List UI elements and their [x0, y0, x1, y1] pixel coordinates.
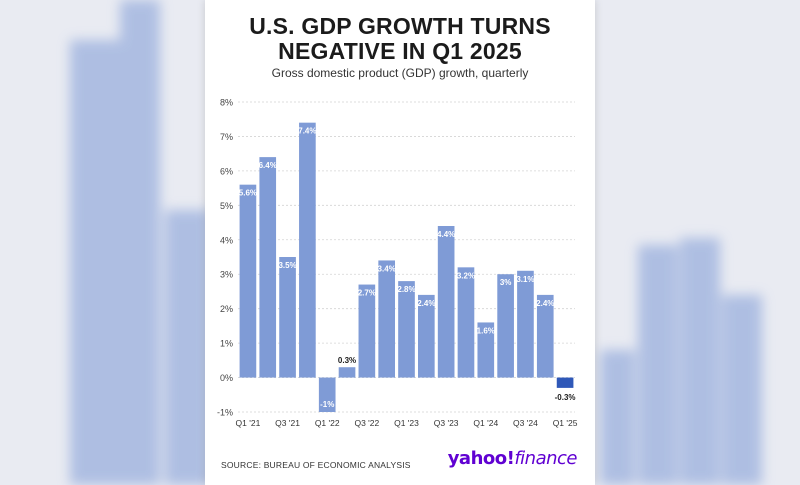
bar: [457, 267, 475, 378]
data-label: 3.4%: [378, 264, 396, 273]
x-tick-label: Q3 '23: [434, 418, 459, 428]
data-label: 1.6%: [477, 326, 495, 335]
background-bar: [70, 40, 120, 485]
data-label: 2.4%: [417, 299, 435, 308]
bar: [279, 257, 296, 378]
y-tick-label: 1%: [220, 339, 233, 349]
data-label: 2.7%: [358, 289, 376, 298]
x-tick-label: Q3 '21: [275, 418, 300, 428]
y-tick-label: -1%: [217, 408, 233, 418]
x-tick-label: Q3 '24: [513, 418, 538, 428]
data-label: 2.8%: [397, 285, 415, 294]
x-tick-label: Q1 '21: [236, 418, 261, 428]
bar: [556, 377, 574, 388]
background-bar: [600, 350, 635, 485]
data-label: 3.1%: [516, 275, 534, 284]
data-label: 2.4%: [536, 299, 554, 308]
chart-card: U.S. GDP GROWTH TURNS NEGATIVE IN Q1 202…: [205, 0, 595, 485]
bar: [378, 260, 396, 378]
y-tick-label: 8%: [220, 98, 233, 108]
logo-finance-text: finance: [514, 448, 577, 469]
x-tick-label: Q3 '22: [354, 418, 379, 428]
bar: [437, 226, 455, 378]
logo-yahoo-text: yahoo!: [447, 448, 515, 469]
y-tick-label: 5%: [220, 201, 233, 211]
y-tick-label: 2%: [220, 304, 233, 314]
data-label: -0.3%: [555, 393, 576, 402]
bar: [398, 281, 415, 378]
data-label: 3%: [500, 278, 512, 287]
data-label: 0.3%: [338, 356, 356, 365]
bar: [477, 322, 495, 378]
bar: [299, 122, 316, 378]
y-tick-label: 0%: [220, 373, 233, 383]
y-tick-label: 3%: [220, 270, 233, 280]
bar: [338, 367, 356, 378]
bar: [417, 294, 435, 378]
data-label: 4.4%: [437, 230, 455, 239]
bar: [517, 270, 534, 378]
chart-subtitle: Gross domestic product (GDP) growth, qua…: [271, 66, 529, 80]
y-tick-label: 6%: [220, 166, 233, 176]
background-bar: [120, 0, 160, 485]
y-tick-label: 4%: [220, 235, 233, 245]
bar: [358, 284, 376, 378]
gdp-bar-chart: -1% 0% 1% 2% 3% 4% 5% 6% 7% 8% 5.6% Q1 '21 6.4% 3.5% Q…: [217, 98, 578, 429]
background-bar: [638, 245, 678, 485]
yahoo-finance-logo: yahoo!finance: [447, 448, 578, 469]
background-bar: [165, 210, 210, 485]
data-label: 3.2%: [457, 271, 475, 280]
background-bar: [722, 295, 762, 485]
data-label: 3.5%: [278, 261, 296, 270]
bar: [536, 294, 554, 378]
chart-title-line-1: U.S. GDP GROWTH TURNS: [249, 13, 551, 39]
data-label: -1%: [320, 400, 334, 409]
bar: [318, 377, 336, 412]
chart-title: U.S. GDP GROWTH TURNS NEGATIVE IN Q1 202…: [205, 14, 595, 64]
background-bar: [680, 238, 720, 485]
chart-title-line-2: NEGATIVE IN Q1 2025: [278, 38, 522, 64]
bar: [497, 274, 514, 378]
bar: [239, 184, 257, 378]
x-tick-label: Q1 '22: [315, 418, 340, 428]
x-tick-label: Q1 '24: [473, 418, 498, 428]
x-tick-label: Q1 '25: [553, 418, 578, 428]
x-tick-label: Q1 '23: [394, 418, 419, 428]
data-label: 6.4%: [259, 161, 277, 170]
y-tick-label: 7%: [220, 132, 233, 142]
source-note: SOURCE: BUREAU OF ECONOMIC ANALYSIS: [221, 460, 411, 470]
bar: [259, 157, 277, 378]
data-label: 5.6%: [239, 189, 257, 198]
data-label: 7.4%: [298, 127, 316, 136]
